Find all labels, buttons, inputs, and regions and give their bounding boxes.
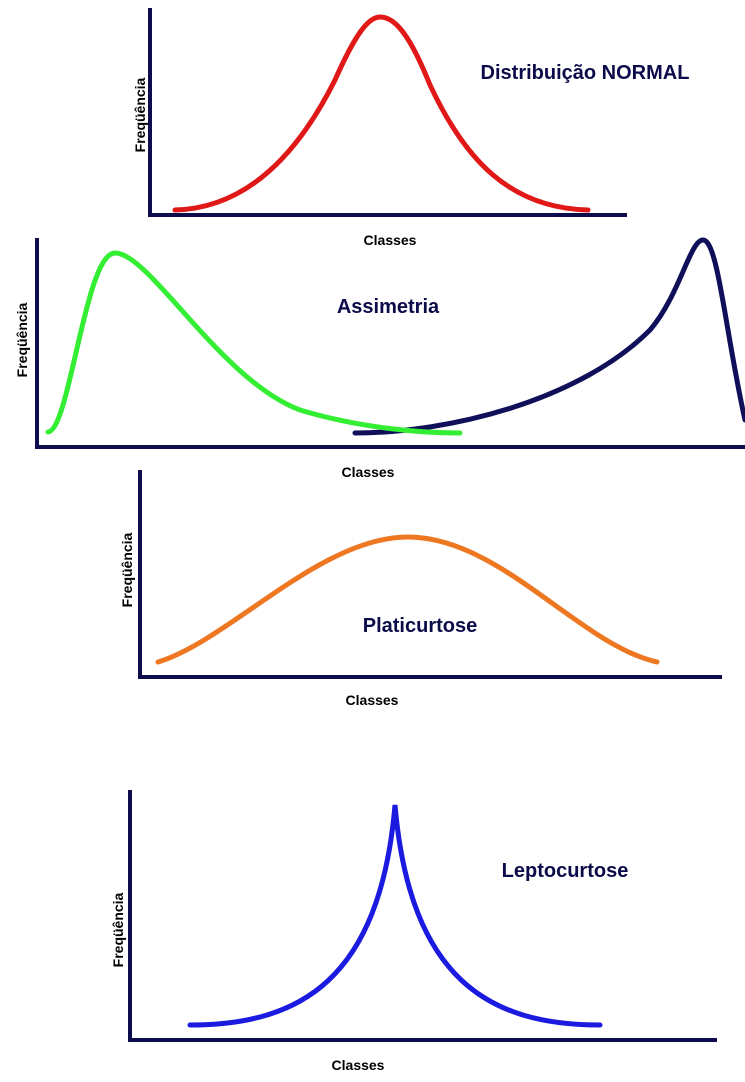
axes <box>35 238 745 449</box>
y-axis-label: Freqüência <box>119 532 135 607</box>
x-axis-label: Classes <box>364 232 417 248</box>
leptokurtic-curve <box>187 804 603 1028</box>
axes <box>148 8 627 217</box>
panel-leptokurtic: Leptocurtose Freqüência Classes <box>110 790 717 1073</box>
left-skew-curve <box>352 237 745 436</box>
y-axis-label: Freqüência <box>110 892 126 967</box>
axes <box>128 790 717 1042</box>
x-axis-label: Classes <box>342 464 395 480</box>
panel-title: Distribuição NORMAL <box>481 62 690 84</box>
y-axis-label: Freqüência <box>132 77 148 152</box>
panel-normal: Distribuição NORMAL Freqüência Classes <box>132 8 689 248</box>
normal-curve <box>172 14 591 213</box>
platykurtic-curve <box>155 534 660 665</box>
panel-title: Platicurtose <box>363 615 477 637</box>
panel-title: Leptocurtose <box>502 860 629 882</box>
x-axis-label: Classes <box>346 692 399 708</box>
x-axis-label: Classes <box>332 1057 385 1073</box>
right-skew-curve <box>45 250 463 436</box>
axes <box>138 470 722 679</box>
panel-platykurtic: Platicurtose Freqüência Classes <box>119 470 722 708</box>
panel-asymmetry: Assimetria Freqüência Classes <box>14 237 745 480</box>
y-axis-label: Freqüência <box>14 302 30 377</box>
panel-title: Assimetria <box>337 296 440 318</box>
